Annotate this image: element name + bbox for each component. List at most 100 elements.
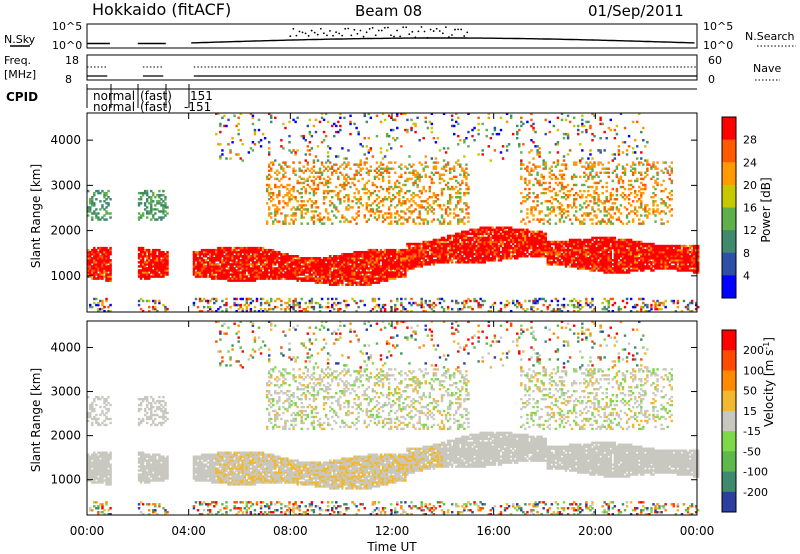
power-cell	[410, 257, 413, 260]
power-cell	[93, 269, 96, 272]
power-cell	[400, 273, 403, 276]
power-cell	[302, 208, 305, 211]
nsearch-dot	[377, 29, 380, 32]
power-cell	[148, 248, 151, 252]
power-cell	[105, 198, 108, 201]
power-cell	[536, 193, 539, 197]
power-cell	[400, 263, 403, 266]
power-cell	[253, 305, 257, 309]
power-cell	[343, 279, 346, 282]
power-cell	[459, 246, 462, 250]
power-cell	[141, 252, 145, 256]
power-cell	[345, 173, 348, 177]
power-cell	[296, 149, 299, 152]
power-cell	[267, 208, 271, 211]
power-cell	[316, 277, 320, 280]
power-cell	[143, 267, 147, 270]
power-cell	[243, 259, 246, 262]
power-cell	[223, 259, 226, 262]
power-cell	[107, 195, 110, 199]
power-cell	[202, 305, 206, 309]
power-cell	[312, 187, 316, 191]
power-cell	[520, 167, 523, 170]
power-cell	[235, 248, 238, 252]
power-cell	[475, 252, 478, 256]
power-cell	[465, 191, 468, 195]
power-cell	[347, 259, 350, 262]
power-cell	[347, 281, 350, 284]
power-cell	[251, 116, 255, 120]
power-cell	[406, 257, 409, 260]
power-cell	[150, 271, 153, 274]
power-cell	[328, 275, 332, 278]
power-cell	[422, 252, 425, 256]
power-cell	[298, 267, 301, 270]
power-cell	[231, 259, 234, 262]
power-cell	[101, 303, 104, 307]
power-cell	[357, 305, 360, 309]
power-cell	[87, 259, 90, 262]
power-cell	[347, 265, 350, 268]
power-cell	[550, 195, 554, 199]
power-cell	[475, 230, 478, 234]
power-cell	[562, 263, 566, 266]
power-cell	[511, 240, 515, 244]
power-cell	[196, 259, 200, 262]
power-cell	[308, 191, 312, 195]
power-cell	[538, 255, 541, 258]
power-cell	[461, 244, 464, 248]
power-cell	[516, 299, 519, 303]
power-cell	[347, 200, 350, 203]
power-cell	[259, 267, 263, 270]
power-cell	[300, 271, 303, 274]
power-cell	[524, 179, 527, 183]
power-cell	[312, 124, 316, 128]
power-cell	[532, 141, 535, 144]
power-cell	[371, 255, 375, 258]
power-cell	[377, 263, 381, 266]
power-cell	[375, 281, 379, 284]
power-cell	[467, 305, 470, 309]
power-cell	[426, 202, 429, 205]
power-cell	[381, 263, 385, 266]
power-cell	[241, 279, 244, 282]
power-cell	[237, 277, 240, 280]
power-cell	[562, 305, 566, 309]
power-cell	[412, 263, 415, 266]
power-cell	[89, 210, 92, 213]
power-cell	[509, 257, 513, 260]
power-cell	[385, 257, 389, 260]
power-cell	[463, 222, 466, 225]
power-cell	[265, 301, 269, 305]
power-cell	[156, 265, 159, 268]
power-cell	[143, 252, 147, 256]
power-cell	[355, 169, 358, 172]
power-cell	[229, 151, 232, 154]
power-cell	[99, 307, 102, 311]
power-cell	[219, 277, 222, 280]
power-cell	[219, 255, 222, 258]
power-cell	[524, 181, 527, 185]
power-cell	[103, 265, 106, 268]
power-cell	[357, 257, 360, 260]
power-cell	[209, 257, 212, 260]
power-cell	[406, 265, 409, 268]
power-cell	[331, 283, 334, 286]
power-cell	[245, 252, 249, 256]
power-cell	[558, 246, 562, 250]
power-cell	[394, 171, 397, 175]
power-cell	[302, 200, 305, 203]
power-cell	[320, 265, 324, 268]
power-cell	[349, 265, 352, 268]
power-cell	[251, 267, 255, 270]
power-cell	[152, 252, 155, 256]
power-cell	[493, 126, 497, 130]
power-cell	[385, 212, 389, 215]
power-cell	[278, 191, 281, 195]
power-cell	[145, 248, 149, 252]
power-cell	[560, 248, 564, 252]
power-cell	[237, 132, 240, 136]
power-cell	[367, 198, 371, 201]
power-cell	[164, 202, 167, 205]
power-cell	[457, 195, 460, 199]
